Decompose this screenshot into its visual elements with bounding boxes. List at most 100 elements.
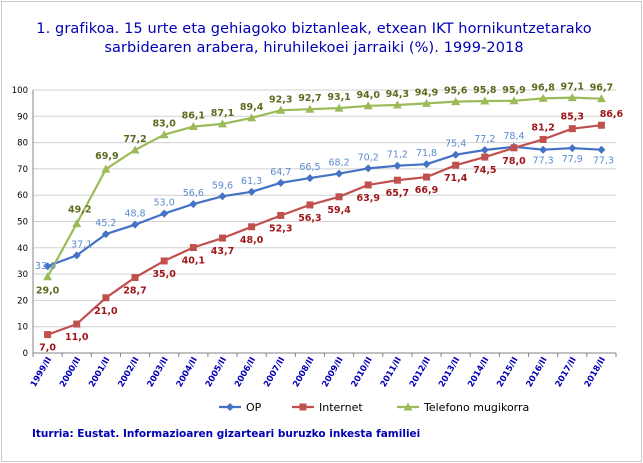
data-label-telefono-mugikorra: 94,9	[415, 87, 438, 98]
data-label-op: 37,1	[71, 239, 92, 250]
data-point-op	[43, 262, 52, 271]
data-point-internet	[277, 211, 285, 219]
data-point-telefono-mugikorra	[247, 113, 257, 122]
data-label-telefono-mugikorra: 96,7	[590, 83, 613, 94]
data-label-telefono-mugikorra: 69,9	[95, 151, 118, 162]
data-label-telefono-mugikorra: 95,9	[502, 85, 525, 96]
data-point-internet	[568, 125, 576, 133]
data-point-telefono-mugikorra	[276, 105, 286, 114]
data-point-telefono-mugikorra	[451, 97, 461, 106]
x-tick-label: 2008/II	[291, 356, 316, 390]
data-point-telefono-mugikorra	[101, 164, 111, 173]
x-tick-label: 2007/II	[262, 356, 287, 390]
data-label-internet: 59,4	[327, 205, 351, 216]
x-tick-label: 2009/II	[320, 356, 345, 390]
data-label-internet: 43,7	[211, 246, 234, 257]
chart-title-line-2: sarbidearen arabera, hiruhilekoei jarrai…	[104, 40, 524, 56]
data-point-telefono-mugikorra	[392, 100, 402, 109]
data-label-internet: 21,0	[94, 306, 118, 317]
data-point-internet	[481, 153, 489, 161]
data-point-internet	[306, 201, 314, 209]
x-tick-label: 2013/II	[437, 356, 462, 390]
series-line-op	[47, 145, 602, 268]
data-point-op	[568, 144, 577, 153]
data-point-internet	[248, 223, 256, 231]
x-tick-label: 2002/II	[116, 356, 141, 390]
data-label-telefono-mugikorra: 94,0	[356, 90, 380, 101]
x-tick-label: 2001/II	[87, 356, 112, 390]
data-label-telefono-mugikorra: 83,0	[152, 119, 176, 130]
y-tick-label: 30	[17, 270, 28, 280]
data-point-op	[364, 164, 373, 173]
x-tick-label: 2003/II	[146, 356, 171, 390]
data-point-op	[335, 169, 344, 178]
data-label-op: 33,0	[35, 261, 56, 272]
x-tick-label: 2018/II	[583, 356, 608, 390]
data-label-op: 45,2	[95, 218, 116, 229]
x-tick-label: 2000/II	[58, 356, 83, 390]
data-point-telefono-mugikorra	[159, 130, 169, 139]
series-markers	[43, 93, 606, 339]
x-tick-label: 2015/II	[495, 356, 520, 390]
y-tick-label: 40	[17, 244, 28, 254]
data-label-internet: 66,9	[415, 185, 438, 196]
data-point-internet	[189, 244, 197, 252]
data-label-telefono-mugikorra: 49,2	[68, 205, 91, 216]
data-label-internet: 11,0	[65, 332, 89, 343]
data-point-internet	[452, 161, 460, 169]
data-point-op	[189, 200, 198, 209]
y-tick-label: 70	[17, 165, 28, 175]
legend-label-telefono-mugikorra: Telefono mugikorra	[423, 401, 529, 414]
x-tick-label: 2005/II	[204, 356, 229, 390]
data-label-internet: 28,7	[123, 286, 146, 297]
data-label-telefono-mugikorra: 29,0	[36, 286, 60, 297]
data-label-internet: 52,3	[269, 223, 292, 234]
data-point-telefono-mugikorra	[538, 93, 548, 102]
data-point-internet	[539, 135, 547, 143]
data-label-op: 53,0	[154, 198, 175, 209]
data-point-internet	[510, 144, 518, 152]
data-point-op	[480, 145, 489, 154]
legend: OP Internet Telefono mugikorra	[219, 401, 529, 414]
data-label-internet: 56,3	[298, 213, 321, 224]
data-label-telefono-mugikorra: 86,1	[182, 111, 205, 122]
data-point-op	[393, 161, 402, 170]
data-point-telefono-mugikorra	[567, 93, 577, 102]
data-point-op	[72, 251, 81, 260]
data-point-internet	[44, 331, 52, 339]
data-label-telefono-mugikorra: 87,1	[211, 108, 234, 119]
data-label-internet: 63,9	[356, 193, 379, 204]
data-point-internet	[102, 294, 110, 302]
data-point-telefono-mugikorra	[130, 145, 140, 154]
y-tick-label: 0	[23, 349, 28, 359]
data-label-op: 71,8	[416, 148, 437, 159]
data-label-internet: 74,5	[473, 165, 496, 176]
x-tick-label: 2016/II	[525, 356, 550, 390]
data-label-op: 64,7	[270, 167, 291, 178]
source-note: Iturria: Eustat. Informazioaren gizartea…	[32, 428, 421, 440]
data-label-internet: 71,4	[444, 173, 468, 184]
data-point-internet	[160, 257, 168, 265]
x-tick-label: 2004/II	[175, 356, 200, 390]
data-label-op: 70,2	[358, 152, 379, 163]
data-label-telefono-mugikorra: 95,6	[444, 86, 468, 97]
data-label-internet: 86,6	[600, 109, 624, 120]
data-label-telefono-mugikorra: 97,1	[561, 82, 584, 93]
data-label-internet: 35,0	[152, 269, 176, 280]
x-tick-label: 1999/II	[29, 356, 54, 390]
data-label-internet: 65,7	[386, 188, 409, 199]
data-label-telefono-mugikorra: 92,3	[269, 94, 292, 105]
x-tick-label: 2010/II	[350, 356, 375, 390]
data-point-op	[305, 174, 314, 183]
y-tick-label: 10	[17, 323, 28, 333]
data-point-internet	[335, 193, 343, 201]
data-label-op: 68,2	[328, 158, 349, 169]
x-tick-label: 2017/II	[554, 356, 579, 390]
data-label-telefono-mugikorra: 89,4	[240, 102, 264, 113]
data-label-op: 77,3	[533, 156, 554, 167]
data-label-internet: 7,0	[39, 343, 56, 354]
data-point-op	[101, 230, 110, 239]
x-tick-label: 2014/II	[466, 356, 491, 390]
data-label-op: 75,4	[445, 139, 466, 150]
series-line-internet	[47, 124, 602, 336]
